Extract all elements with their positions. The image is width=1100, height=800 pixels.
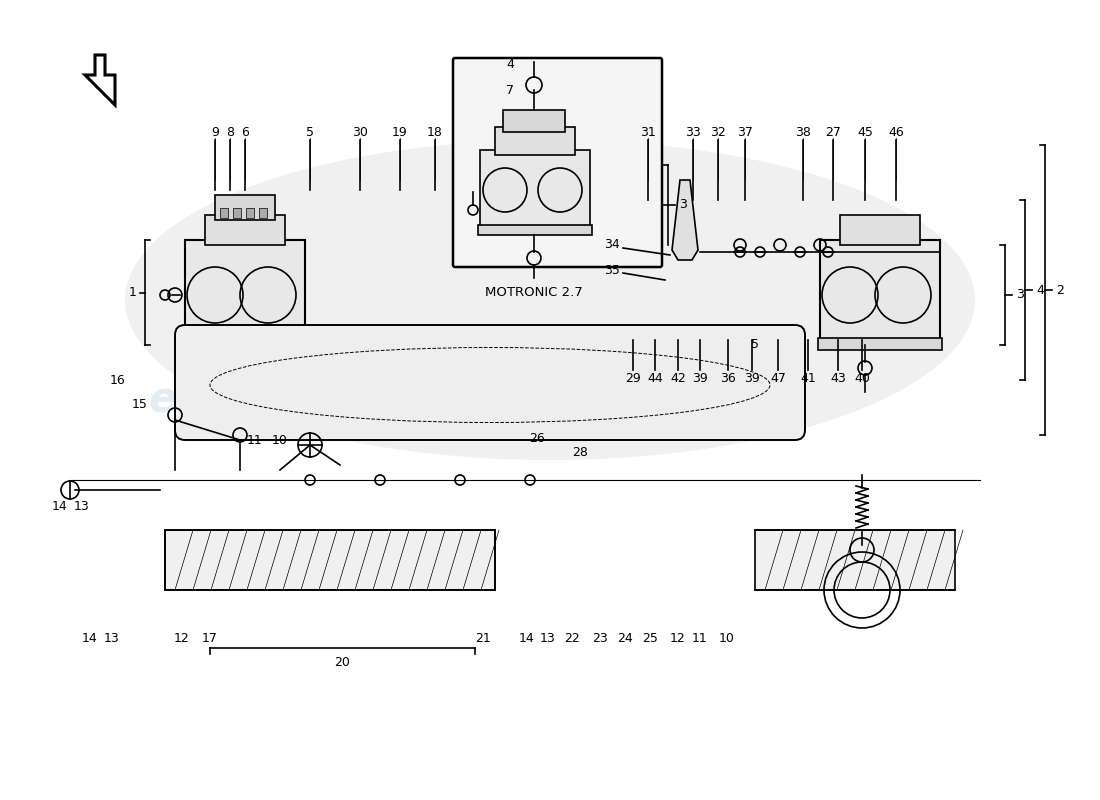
Ellipse shape	[125, 140, 975, 460]
Text: 37: 37	[737, 126, 752, 138]
FancyBboxPatch shape	[175, 325, 805, 440]
Text: 7: 7	[506, 83, 514, 97]
Text: eurospares: eurospares	[148, 379, 411, 421]
Text: 4: 4	[506, 58, 514, 71]
Text: 45: 45	[857, 126, 873, 138]
Text: 13: 13	[104, 631, 120, 645]
Text: 1: 1	[129, 286, 136, 299]
Text: 8: 8	[226, 126, 234, 138]
Text: 21: 21	[475, 631, 491, 645]
Text: 29: 29	[625, 371, 641, 385]
Text: 3: 3	[679, 198, 686, 211]
Text: 40: 40	[854, 371, 870, 385]
Bar	[185, 240, 305, 345]
Text: 24: 24	[617, 631, 632, 645]
Text: 39: 39	[692, 371, 708, 385]
Text: 28: 28	[572, 446, 587, 458]
Text: eurospares: eurospares	[598, 379, 861, 421]
Text: 41: 41	[800, 371, 816, 385]
Text: 31: 31	[640, 126, 656, 138]
Text: 42: 42	[670, 371, 686, 385]
Text: 22: 22	[564, 631, 580, 645]
Bar	[233, 208, 241, 218]
Text: 34: 34	[604, 238, 620, 251]
Text: 4: 4	[1036, 283, 1044, 297]
Polygon shape	[755, 530, 955, 590]
Bar	[214, 195, 275, 220]
Text: 25: 25	[642, 631, 658, 645]
Polygon shape	[165, 530, 495, 590]
FancyBboxPatch shape	[453, 58, 662, 267]
Text: 14: 14	[82, 631, 98, 645]
Text: 11: 11	[248, 434, 263, 446]
Text: 38: 38	[795, 126, 811, 138]
Text: 36: 36	[720, 371, 736, 385]
Text: 15: 15	[132, 398, 147, 411]
Text: 19: 19	[392, 126, 408, 138]
Bar	[246, 208, 254, 218]
Text: 2: 2	[1056, 283, 1064, 297]
Text: 14: 14	[519, 631, 535, 645]
Text: 32: 32	[711, 126, 726, 138]
Text: MOTRONIC 2.7: MOTRONIC 2.7	[485, 286, 583, 298]
Bar	[818, 338, 942, 350]
Bar	[258, 208, 267, 218]
Text: 17: 17	[202, 631, 218, 645]
Text: 12: 12	[174, 631, 190, 645]
Text: 13: 13	[74, 501, 90, 514]
Text: 23: 23	[592, 631, 608, 645]
Bar	[820, 240, 940, 345]
Text: 46: 46	[888, 126, 904, 138]
Text: 16: 16	[110, 374, 125, 386]
Text: 18: 18	[427, 126, 443, 138]
Text: 47: 47	[770, 371, 785, 385]
Bar	[183, 338, 307, 350]
Text: 43: 43	[830, 371, 846, 385]
Text: 13: 13	[540, 631, 556, 645]
Text: 27: 27	[825, 126, 840, 138]
Bar	[840, 215, 920, 245]
Text: 11: 11	[692, 631, 708, 645]
Text: 12: 12	[670, 631, 686, 645]
Bar	[503, 110, 565, 132]
Text: 10: 10	[719, 631, 735, 645]
Text: 20: 20	[334, 655, 350, 669]
Text: 10: 10	[272, 434, 288, 446]
Text: 3: 3	[1016, 289, 1024, 302]
Text: 26: 26	[529, 431, 544, 445]
Bar	[205, 215, 285, 245]
Bar	[478, 225, 592, 235]
Text: 5: 5	[751, 338, 759, 351]
Text: 5: 5	[306, 126, 313, 138]
Text: 35: 35	[604, 263, 620, 277]
Text: 39: 39	[744, 371, 760, 385]
Bar	[220, 208, 228, 218]
Text: 6: 6	[241, 126, 249, 138]
Polygon shape	[672, 180, 698, 260]
Text: 9: 9	[211, 126, 219, 138]
Text: 14: 14	[52, 501, 68, 514]
Text: 44: 44	[647, 371, 663, 385]
Bar	[495, 127, 575, 155]
Text: 33: 33	[685, 126, 701, 138]
Bar	[480, 150, 590, 230]
Text: 30: 30	[352, 126, 367, 138]
